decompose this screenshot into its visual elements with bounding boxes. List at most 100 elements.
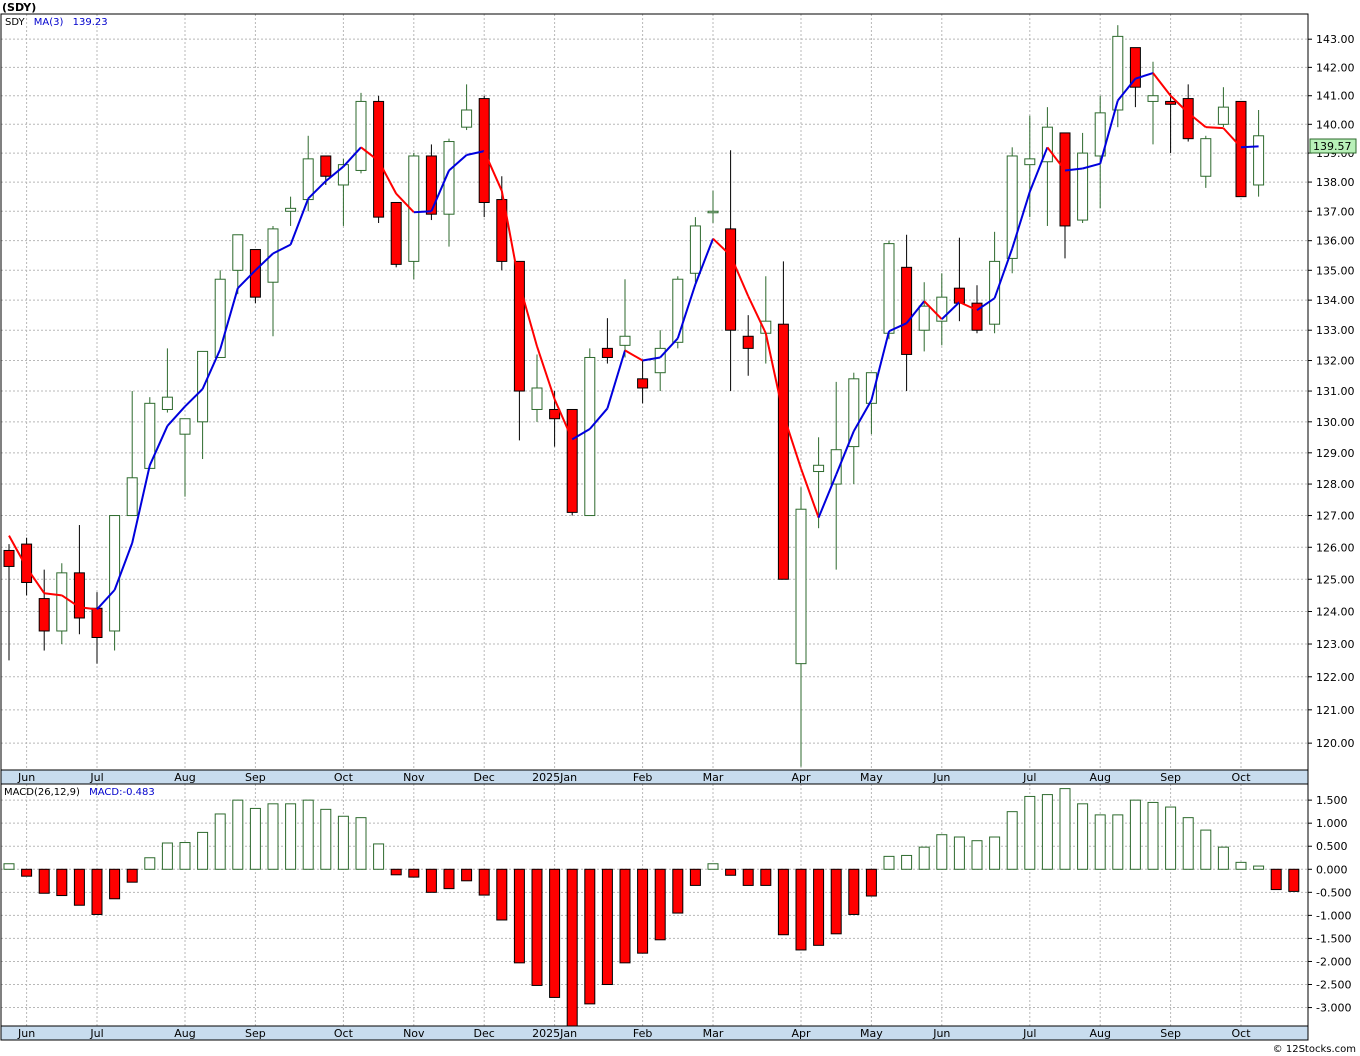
candle xyxy=(654,330,666,392)
ma3-segment xyxy=(589,407,609,430)
x-tick-label: Nov xyxy=(403,771,425,784)
price-y-tick-label: 125.00 xyxy=(1316,573,1355,586)
macd-bar-negative xyxy=(531,868,543,986)
macd-bar-negative xyxy=(830,868,842,935)
ma3-segment xyxy=(1205,126,1224,130)
candle-body-up xyxy=(584,356,596,517)
macd-y-tick-label: -1.000 xyxy=(1316,909,1351,922)
ma3-segment xyxy=(888,322,908,333)
macd-bar-positive xyxy=(3,863,15,870)
x-tick-label: Jul xyxy=(1022,771,1036,784)
price-y-tick-label: 134.00 xyxy=(1316,294,1355,307)
candle-body-down xyxy=(1059,132,1071,227)
candle-body-up xyxy=(918,305,930,331)
macd-bar-negative xyxy=(813,868,825,946)
candle xyxy=(249,249,261,304)
ma3-segment xyxy=(96,589,116,611)
macd-y-tick-label: 1.000 xyxy=(1316,817,1348,830)
candle-body-up xyxy=(689,225,701,274)
candle-body-up xyxy=(936,296,948,322)
candle xyxy=(478,95,490,218)
candle xyxy=(161,348,173,413)
macd-bar-negative xyxy=(21,868,33,877)
macd-bar-negative xyxy=(443,868,455,890)
macd-bar-negative xyxy=(425,868,437,893)
candle-body-down xyxy=(513,260,525,392)
candle-body-down xyxy=(953,287,965,304)
x-tick-label: Aug xyxy=(1089,771,1110,784)
x-axis-band-1 xyxy=(0,769,1309,785)
price-y-tick-label: 138.00 xyxy=(1316,176,1355,189)
candle-body-up xyxy=(795,508,807,665)
ma3-segment xyxy=(1117,78,1137,102)
macd-y-axis: -3.000 -2.500 -2.000 -1.500 -1.000 -0.500 0.00… xyxy=(1308,794,1351,1015)
macd-bar-negative xyxy=(408,868,420,878)
macd-bar-positive xyxy=(161,842,173,870)
price-y-tick-label: 142.00 xyxy=(1316,61,1355,74)
x-tick-label: Aug xyxy=(174,771,195,784)
ma3-segment xyxy=(1135,72,1154,80)
x-tick-label: Jun xyxy=(17,771,35,784)
macd-bar-negative xyxy=(38,868,50,894)
candle xyxy=(179,418,191,497)
candle-body-down xyxy=(1182,98,1194,140)
ma3-segment xyxy=(642,356,661,362)
price-y-tick-label: 124.00 xyxy=(1316,606,1355,619)
ma3-segment xyxy=(430,170,450,212)
ma3-segment xyxy=(25,566,46,594)
x-tick-label: Jul xyxy=(89,1027,103,1040)
legend-ma-label: MA(3) xyxy=(34,17,64,28)
macd-bar-positive xyxy=(1165,806,1177,870)
ma3-segment xyxy=(8,535,28,568)
candle-body-down xyxy=(725,228,737,331)
candle xyxy=(953,237,965,322)
price-y-tick-label: 122.00 xyxy=(1316,671,1355,684)
price-y-tick-label: 143.00 xyxy=(1316,33,1355,46)
x-tick-label: Apr xyxy=(791,771,811,784)
x-tick-label: Aug xyxy=(1089,1027,1110,1040)
x-tick-label: Jun xyxy=(932,1027,950,1040)
candle-body-up xyxy=(830,449,842,485)
ma3-segment xyxy=(1046,146,1066,172)
macd-y-tick-label: -0.500 xyxy=(1316,886,1351,899)
price-y-tick-label: 123.00 xyxy=(1316,638,1355,651)
ma3-segment xyxy=(976,297,996,311)
candle-body-down xyxy=(566,408,578,513)
ma3-segment xyxy=(360,146,380,162)
ma3-segment xyxy=(131,465,151,544)
ma3-segment xyxy=(905,300,925,324)
macd-bar-negative xyxy=(865,868,877,897)
macd-x-axis-band: Jun Jul Aug Sep Oct Nov Dec 2025Jan Feb Mar Apr May… xyxy=(0,1025,1309,1041)
candle xyxy=(1235,100,1247,198)
candle xyxy=(1041,107,1053,226)
ma3-segment xyxy=(624,349,644,362)
x-tick-label: Nov xyxy=(403,1027,425,1040)
candle xyxy=(109,515,121,651)
price-y-tick-label: 133.00 xyxy=(1316,324,1355,337)
candle-body-down xyxy=(901,266,913,355)
candle xyxy=(126,391,138,517)
ma3-segment xyxy=(1028,146,1049,193)
x-tick-label: Oct xyxy=(1231,1027,1251,1040)
candle-body-up xyxy=(109,515,121,632)
macd-bar-positive xyxy=(355,817,367,870)
ma3-segment xyxy=(1187,112,1207,128)
x-tick-label: Apr xyxy=(791,1027,811,1040)
candle-body-up xyxy=(232,234,244,271)
x-tick-label: Jun xyxy=(17,1027,35,1040)
macd-bar-positive xyxy=(707,863,719,870)
candle xyxy=(1112,25,1124,128)
x-tick-label: Feb xyxy=(633,1027,652,1040)
candle-body-down xyxy=(1235,100,1247,198)
candle xyxy=(513,260,525,441)
candle-body-down xyxy=(601,347,613,358)
candle xyxy=(1217,87,1229,128)
ma3-segment xyxy=(342,146,362,168)
candle xyxy=(1147,61,1159,145)
candle-body-up xyxy=(672,278,684,343)
candle xyxy=(56,563,68,645)
candle-body-down xyxy=(373,100,385,218)
ma3-segment xyxy=(1152,72,1172,97)
price-y-tick-label: 126.00 xyxy=(1316,541,1355,554)
candlesticks xyxy=(3,25,1265,767)
